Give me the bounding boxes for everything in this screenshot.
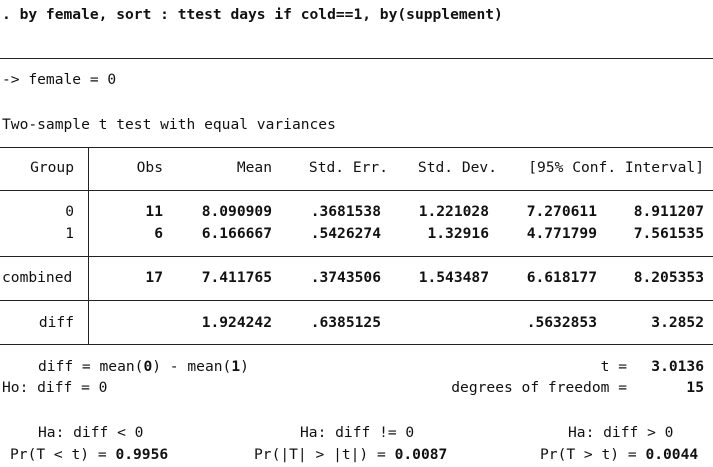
cell-group: 0 (65, 203, 74, 220)
p-value: Pr(T > t) = 0.0044 (540, 446, 699, 463)
t-value: 3.0136 (651, 358, 704, 375)
cell-ci-high: 8.911207 (633, 203, 704, 220)
df-label: degrees of freedom = (451, 379, 627, 396)
header-group: Group (30, 159, 74, 176)
cell-obs: 11 (145, 203, 163, 220)
t-label: t = (600, 358, 627, 375)
by-group-header: -> female = 0 (2, 71, 117, 88)
cell-ci-high: 3.2852 (651, 314, 704, 331)
table-bottom-rule (0, 344, 713, 345)
cell-ci-high: 8.205353 (633, 269, 704, 286)
cell-std-dev: 1.221028 (418, 203, 489, 220)
cell-ci-high: 7.561535 (633, 225, 704, 242)
cell-std-dev: 1.32916 (427, 225, 489, 242)
header-conf-interval: [95% Conf. Interval] (528, 159, 704, 176)
cell-std-err: .5426274 (310, 225, 381, 242)
header-std-err: Std. Err. (308, 159, 388, 176)
cell-std-err: .3681538 (310, 203, 381, 220)
cell-ci-low: 7.270611 (526, 203, 597, 220)
rows-rule (0, 256, 713, 257)
alt-hypothesis-label: Ha: diff > 0 (568, 424, 674, 441)
cell-obs: 17 (145, 269, 163, 286)
alt-hypothesis-label: Ha: diff != 0 (300, 424, 415, 441)
diff-definition: diff = mean(0) - mean(1) (38, 358, 249, 375)
cell-group: diff (38, 314, 74, 331)
command-line: . by female, sort : ttest days if cold==… (2, 6, 503, 23)
cell-mean: 8.090909 (201, 203, 272, 220)
output-separator (0, 58, 713, 59)
cell-obs: 6 (154, 225, 163, 242)
cell-mean: 7.411765 (201, 269, 272, 286)
header-mean: Mean (236, 159, 272, 176)
cell-group: combined (2, 269, 73, 286)
cell-std-err: .3743506 (310, 269, 381, 286)
combined-rule (0, 300, 713, 301)
cell-group: 1 (65, 225, 74, 242)
header-rule (0, 190, 713, 191)
cell-std-dev: 1.543487 (418, 269, 489, 286)
header-obs: Obs (136, 159, 163, 176)
cell-std-err: .6385125 (310, 314, 381, 331)
p-value: Pr(T < t) = 0.9956 (10, 446, 169, 463)
table-column-rule (88, 147, 89, 344)
null-hypothesis: Ho: diff = 0 (2, 379, 108, 396)
cell-ci-low: 4.771799 (526, 225, 597, 242)
table-top-rule (0, 147, 713, 148)
cell-ci-low: 6.618177 (526, 269, 597, 286)
df-value: 15 (686, 379, 704, 396)
alt-hypothesis-label: Ha: diff < 0 (38, 424, 144, 441)
cell-ci-low: .5632853 (526, 314, 597, 331)
p-value: Pr(|T| > |t|) = 0.0087 (254, 446, 448, 463)
cell-mean: 1.924242 (201, 314, 272, 331)
test-title: Two-sample t test with equal variances (2, 116, 336, 133)
cell-mean: 6.166667 (201, 225, 272, 242)
header-std-dev: Std. Dev. (417, 159, 497, 176)
